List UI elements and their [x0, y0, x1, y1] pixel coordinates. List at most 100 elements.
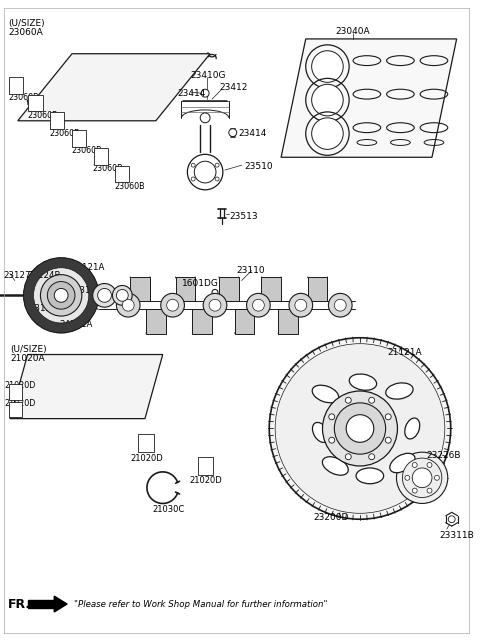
Circle shape [215, 163, 219, 167]
Ellipse shape [390, 453, 415, 472]
Circle shape [229, 129, 237, 137]
Text: 24351A: 24351A [59, 320, 93, 329]
Circle shape [97, 288, 111, 303]
Circle shape [312, 118, 343, 149]
Ellipse shape [349, 374, 377, 390]
Text: 23127B: 23127B [3, 271, 36, 279]
Circle shape [345, 454, 351, 460]
Text: FR.: FR. [8, 597, 31, 610]
Text: 23414: 23414 [178, 89, 206, 98]
Text: 23040A: 23040A [336, 27, 370, 36]
Text: 23060A: 23060A [8, 28, 43, 37]
Circle shape [269, 338, 451, 519]
Circle shape [328, 294, 352, 317]
Circle shape [369, 454, 375, 460]
Circle shape [116, 294, 140, 317]
Ellipse shape [356, 468, 384, 484]
Circle shape [215, 177, 219, 181]
Bar [115, 166, 129, 183]
Bar [72, 130, 86, 147]
Circle shape [112, 285, 132, 305]
Text: 23200D: 23200D [313, 513, 349, 522]
Text: 23110: 23110 [237, 266, 265, 275]
Circle shape [93, 283, 116, 307]
Circle shape [48, 281, 75, 309]
Circle shape [247, 294, 270, 317]
Bar [9, 402, 22, 417]
Circle shape [122, 299, 134, 311]
Text: 23513: 23513 [230, 212, 258, 221]
Bar [198, 457, 213, 475]
Text: 23060B: 23060B [93, 164, 123, 173]
Polygon shape [235, 309, 254, 334]
Polygon shape [261, 277, 281, 301]
Circle shape [335, 403, 385, 454]
Text: 23412: 23412 [219, 83, 247, 92]
Polygon shape [192, 309, 212, 334]
Circle shape [167, 299, 179, 311]
Text: 21020D: 21020D [189, 476, 222, 485]
Text: 23410G: 23410G [191, 72, 226, 81]
Text: 21030C: 21030C [153, 505, 185, 515]
Circle shape [252, 299, 264, 311]
Text: (U/SIZE): (U/SIZE) [10, 345, 47, 354]
Circle shape [405, 476, 410, 480]
Circle shape [346, 415, 374, 442]
Text: 23226B: 23226B [426, 451, 461, 460]
Text: 23510: 23510 [245, 162, 273, 171]
Text: 23060B: 23060B [71, 146, 102, 155]
Circle shape [434, 476, 439, 480]
Polygon shape [18, 54, 210, 121]
Circle shape [329, 437, 335, 443]
Circle shape [329, 414, 335, 420]
Circle shape [335, 299, 346, 311]
Circle shape [427, 488, 432, 493]
Bar [9, 385, 22, 400]
Circle shape [412, 463, 417, 467]
Circle shape [412, 468, 432, 488]
Ellipse shape [323, 457, 348, 475]
Circle shape [345, 397, 351, 403]
Polygon shape [10, 354, 163, 419]
Bar [9, 77, 23, 94]
Circle shape [40, 274, 82, 316]
Polygon shape [219, 277, 239, 301]
Text: 21020D: 21020D [4, 381, 36, 390]
Text: "Please refer to Work Shop Manual for further information": "Please refer to Work Shop Manual for fu… [74, 599, 327, 608]
Ellipse shape [405, 418, 420, 439]
Circle shape [212, 290, 218, 296]
Circle shape [385, 414, 391, 420]
Circle shape [312, 51, 343, 82]
Circle shape [203, 294, 227, 317]
Ellipse shape [312, 385, 339, 403]
Circle shape [209, 299, 221, 311]
Circle shape [295, 299, 307, 311]
Text: 23060B: 23060B [28, 111, 58, 120]
Polygon shape [278, 309, 298, 334]
Polygon shape [146, 309, 166, 334]
Text: 21020D: 21020D [130, 454, 163, 463]
Ellipse shape [386, 383, 413, 399]
Circle shape [427, 463, 432, 467]
Circle shape [116, 290, 128, 301]
Text: 21020A: 21020A [10, 354, 45, 363]
Circle shape [369, 397, 375, 403]
Bar [28, 95, 43, 112]
Polygon shape [28, 600, 54, 608]
Text: 23414: 23414 [239, 129, 267, 138]
Text: 1601DG: 1601DG [181, 279, 218, 288]
Circle shape [402, 458, 442, 497]
Circle shape [396, 452, 448, 503]
Circle shape [275, 344, 445, 513]
Text: 23121A: 23121A [71, 263, 104, 272]
Text: 23124B: 23124B [28, 271, 61, 279]
Bar [94, 148, 108, 165]
Text: 23311B: 23311B [439, 531, 474, 540]
Circle shape [194, 162, 216, 183]
Ellipse shape [312, 422, 329, 442]
Circle shape [412, 488, 417, 493]
Circle shape [24, 258, 98, 333]
Circle shape [289, 294, 312, 317]
Text: 21020D: 21020D [4, 399, 36, 408]
Circle shape [448, 516, 455, 522]
